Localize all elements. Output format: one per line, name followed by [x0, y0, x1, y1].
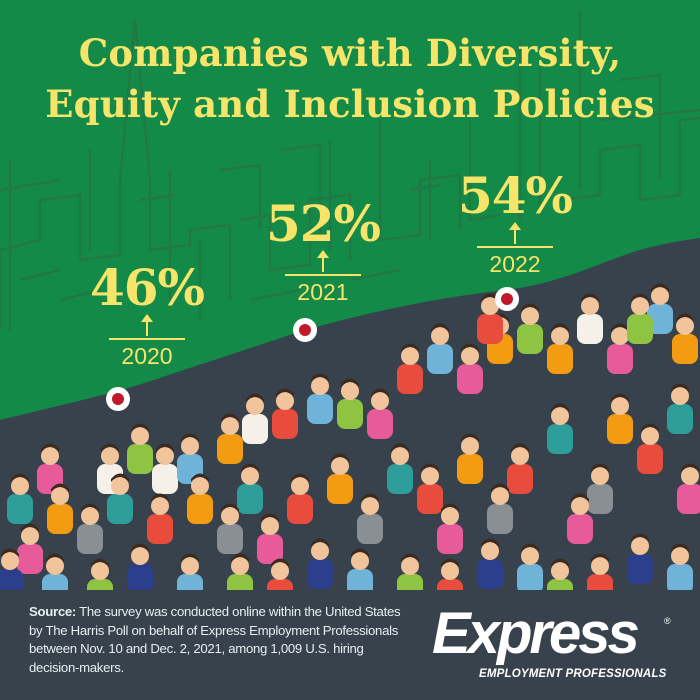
up-arrow-icon: [440, 222, 590, 246]
footer-band: [0, 590, 700, 700]
title-line-1: Companies with Diversity,: [78, 31, 622, 75]
data-marker-2022: [495, 287, 519, 311]
logo-tagline: EMPLOYMENT PROFESSIONALS: [479, 668, 667, 680]
data-value: 46%: [89, 258, 205, 317]
logo-wordmark: Express: [432, 601, 640, 666]
source-note: Source: The survey was conducted online …: [29, 603, 409, 677]
data-value: 54%: [457, 166, 573, 225]
divider: [477, 246, 553, 248]
divider: [109, 338, 185, 340]
source-label: Source:: [29, 604, 76, 619]
city-skyline-illustration: [0, 10, 700, 330]
data-year: 2022: [489, 251, 541, 277]
data-year: 2020: [121, 343, 173, 369]
title-line-2: Equity and Inclusion Policies: [45, 82, 655, 126]
up-arrow-icon: [248, 250, 398, 274]
express-logo: Express ® EMPLOYMENT PROFESSIONALS: [432, 602, 672, 688]
data-marker-2021: [293, 318, 317, 342]
data-marker-2020: [106, 387, 130, 411]
data-year: 2021: [297, 279, 349, 305]
data-point-2021: 52% 2021: [248, 198, 398, 306]
data-point-2020: 46% 2020: [72, 262, 222, 370]
data-value: 52%: [265, 194, 381, 253]
data-point-2022: 54% 2022: [440, 170, 590, 278]
chart-title: Companies with Diversity, Equity and Inc…: [0, 28, 700, 130]
divider: [285, 274, 361, 276]
up-arrow-icon: [72, 314, 222, 338]
source-text: The survey was conducted online within t…: [29, 604, 401, 675]
registered-mark: ®: [664, 616, 671, 626]
